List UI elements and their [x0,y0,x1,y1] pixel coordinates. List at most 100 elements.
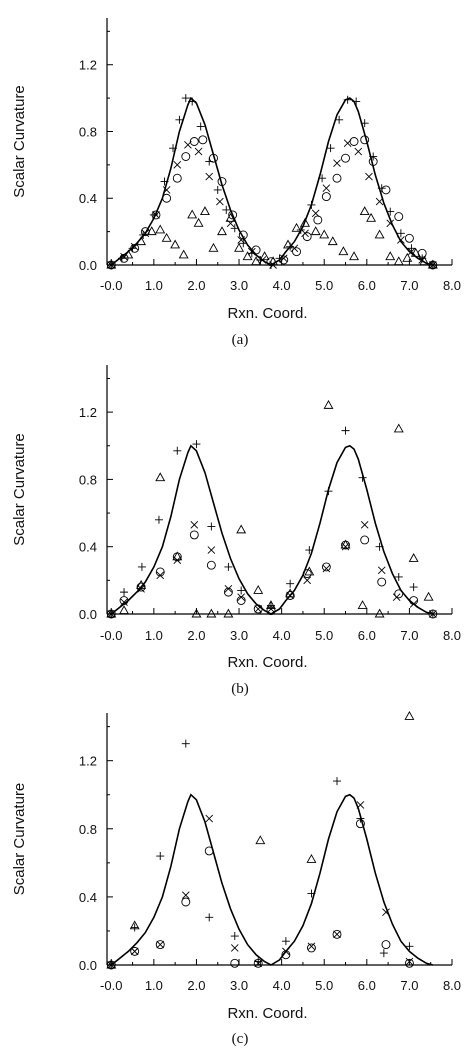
circle-marker [217,177,227,187]
plus-marker [296,225,305,234]
x-tick-label: 7.0 [400,278,418,293]
circle-marker [155,940,165,950]
triangle-marker [327,236,338,246]
triangle-marker [393,423,404,433]
circle-marker [355,819,365,829]
plus-marker [137,562,146,571]
cross-marker [194,147,203,156]
y-tick-label: 0.0 [79,258,97,273]
circle-marker [253,958,263,968]
x-axis-title: Rxn. Coord. [227,654,307,671]
cross-marker [382,908,390,917]
cross-marker [120,598,128,607]
plus-marker [356,814,365,823]
cross-marker [107,961,116,969]
cross-marker [409,600,418,608]
triangle-marker [268,256,279,266]
circle-marker [279,255,289,265]
x-tick-label: 3.0 [230,978,248,993]
cross-marker [141,229,150,238]
x-tick-label: 5.0 [315,978,333,993]
circle-marker [292,247,301,257]
circle-marker [306,943,316,953]
circle-marker [206,560,216,570]
cross-marker [407,247,416,256]
cross-marker [237,593,245,601]
triangle-marker [374,608,385,618]
x-tick-label: 8.0 [443,278,461,293]
circle-marker [266,606,276,616]
y-tick-label: 1.2 [79,754,97,769]
circle-marker [198,135,208,145]
triangle-marker [253,585,264,594]
triangle-marker [106,959,117,969]
cross-marker [322,184,331,193]
circle-marker [204,846,214,856]
plus-marker [230,932,239,941]
circle-marker [341,153,350,163]
circle-marker [236,596,246,605]
plus-marker [192,440,201,449]
plus-marker [341,426,350,435]
triangle-marker [366,212,377,222]
x-tick-label: 2.0 [187,978,205,993]
plus-marker [281,937,290,946]
plus-marker [358,473,367,482]
circle-marker [302,569,312,579]
x-tick-label: 6.0 [358,278,376,293]
triangle-marker [191,608,202,618]
x-tick-label: 4.0 [273,278,291,293]
triangle-marker [193,217,204,227]
plus-marker [120,588,129,597]
triangle-marker [199,206,210,216]
plus-marker [360,119,369,128]
triangle-marker [161,232,172,242]
y-tick-label: 0.0 [79,958,97,973]
circle-marker [155,567,165,577]
cross-marker [152,211,160,219]
triangle-marker [217,226,227,236]
plus-marker [318,174,327,183]
cross-marker [303,576,312,585]
panel-caption: (c) [232,1031,249,1047]
x-tick-label: 6.0 [358,628,376,643]
triangle-marker [283,239,293,249]
triangle-marker [208,242,219,252]
cross-marker [237,236,245,244]
circle-marker [285,591,295,600]
x-tick-label: 1.0 [145,978,163,993]
circle-marker [332,929,342,939]
triangle-marker [357,600,368,610]
circle-marker [321,562,331,572]
plus-marker [173,446,182,455]
chart-panel-c: -0.0 1.0 2.0 3.0 4.0 5.0 6.0 7.0 8.0 0.0 0.4 0.8 1.2… [11,710,461,1047]
circle-marker [428,609,438,619]
y-tick-label: 0.8 [79,124,97,139]
plus-marker [326,144,335,153]
triangle-marker [251,256,262,266]
cross-marker [205,172,214,181]
triangle-marker [359,206,370,216]
cross-marker [230,944,239,952]
x-tick-label: 2.0 [187,628,205,643]
plus-marker [207,522,216,531]
cross-marker [405,957,414,966]
reference-curve [110,96,434,266]
cross-marker [354,147,363,156]
x-tick-label: 7.0 [400,978,418,993]
circle-marker [360,535,370,545]
plus-marker [386,207,395,216]
plus-marker [324,487,333,496]
plus-marker [369,152,378,161]
cross-marker [254,605,263,613]
circle-marker [266,257,276,267]
cross-marker [365,172,373,181]
triangle-marker [242,251,253,261]
circle-marker [119,596,129,605]
y-tick-label: 0.4 [79,191,97,206]
cross-marker [107,261,116,269]
plus-marker [379,949,388,958]
chart-panel-a: -0.0 1.0 2.0 3.0 4.0 5.0 6.0 7.0 8.0 0.0 0.4 0.8 1.2… [11,18,461,348]
plus-marker [154,515,163,524]
cross-marker [216,197,224,206]
